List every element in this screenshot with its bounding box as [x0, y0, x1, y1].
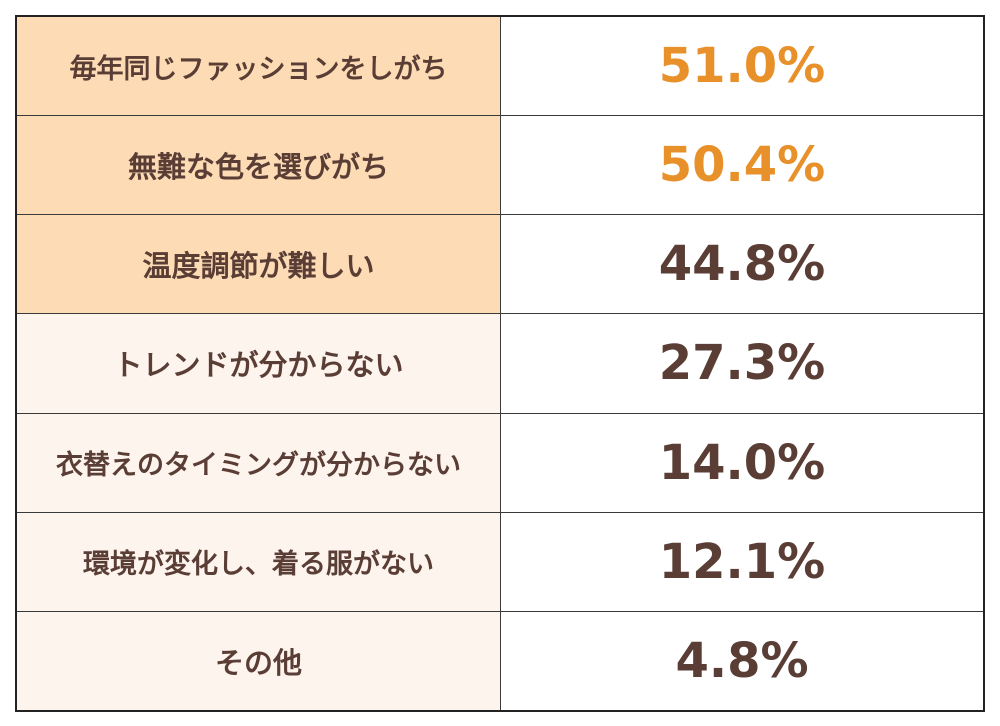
- table-row: 毎年同じファッションをしがち 51.0%: [17, 17, 983, 117]
- row-value: 14.0%: [501, 413, 983, 512]
- row-value: 12.1%: [501, 512, 983, 611]
- row-value: 50.4%: [501, 116, 983, 215]
- row-label: 温度調節が難しい: [17, 215, 501, 314]
- results-table: 毎年同じファッションをしがち 51.0% 無難な色を選びがち 50.4% 温度調…: [15, 15, 985, 712]
- row-value: 51.0%: [501, 17, 983, 116]
- table-row: トレンドが分からない 27.3%: [17, 314, 983, 414]
- table-row: 温度調節が難しい 44.8%: [17, 215, 983, 315]
- row-label: 衣替えのタイミングが分からない: [17, 413, 501, 512]
- table-row: 環境が変化し、着る服がない 12.1%: [17, 512, 983, 612]
- table-row: その他 4.8%: [17, 611, 983, 710]
- row-label: トレンドが分からない: [17, 314, 501, 413]
- row-value: 4.8%: [501, 611, 983, 710]
- row-label: 無難な色を選びがち: [17, 116, 501, 215]
- table-row: 無難な色を選びがち 50.4%: [17, 116, 983, 216]
- row-label: 毎年同じファッションをしがち: [17, 17, 501, 116]
- row-label: その他: [17, 611, 501, 710]
- table-row: 衣替えのタイミングが分からない 14.0%: [17, 413, 983, 513]
- row-value: 27.3%: [501, 314, 983, 413]
- row-value: 44.8%: [501, 215, 983, 314]
- row-label: 環境が変化し、着る服がない: [17, 512, 501, 611]
